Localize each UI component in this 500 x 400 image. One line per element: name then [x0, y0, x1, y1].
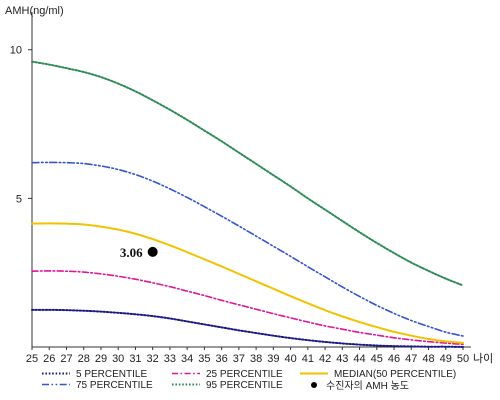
- x-tick-label: 48: [422, 353, 434, 365]
- legend: 5 PERCENTILE 25 PERCENTILE MEDIAN(50 PERCE…: [42, 369, 456, 392]
- series-line-5: [31, 222, 464, 344]
- legend-label-5: 95 PERCENTILE: [206, 380, 283, 391]
- x-tick-label: 43: [336, 353, 348, 365]
- x-tick-label: 40: [284, 353, 296, 365]
- series-line-2: [31, 270, 464, 346]
- x-tick-label: 38: [250, 353, 262, 365]
- x-axis-label: 나이: [473, 352, 493, 365]
- x-tick-label: 37: [233, 353, 245, 365]
- legend-point-marker: [311, 382, 317, 388]
- axes: AMH(ng/ml) 5 10 25 26 27 28 29 30 31 32 33 34 35 36 37 3…: [5, 5, 493, 365]
- x-tick-label: 33: [164, 353, 176, 365]
- legend-label-3: MEDIAN(50 PERCENTILE): [334, 369, 456, 380]
- x-tick-label: 44: [353, 353, 365, 365]
- x-tick-label: 30: [112, 353, 124, 365]
- patient-amh-point: [147, 246, 158, 257]
- legend-label-2: 25 PERCENTILE: [206, 369, 283, 380]
- y-tick-label: 5: [16, 193, 22, 205]
- series-layer: [31, 60, 464, 348]
- x-tick-label: 42: [319, 353, 331, 365]
- x-tick-label: 34: [181, 353, 193, 365]
- x-tick-label: 49: [440, 353, 452, 365]
- x-tick-label: 39: [267, 353, 279, 365]
- y-tick-label: 10: [10, 45, 22, 57]
- y-axis-label: AMH(ng/ml): [5, 5, 64, 17]
- series-line-3: [31, 161, 464, 337]
- x-tick-label: 46: [388, 353, 400, 365]
- x-tick-label: 45: [371, 353, 383, 365]
- patient-amh-value-label: 3.06: [120, 245, 143, 260]
- legend-point-label: 수진자의 AMH 농도: [326, 380, 409, 392]
- x-tick-label: 50: [457, 353, 469, 365]
- x-tick-label: 31: [129, 353, 141, 365]
- x-tick-label: 47: [405, 353, 417, 365]
- x-tick-label: 28: [78, 353, 90, 365]
- x-tick-label: 29: [95, 353, 107, 365]
- x-tick-label: 27: [60, 353, 72, 365]
- x-tick-label: 26: [43, 353, 55, 365]
- x-tick-label: 35: [198, 353, 210, 365]
- legend-label-1: 5 PERCENTILE: [76, 369, 147, 380]
- series-line-1: [31, 308, 464, 348]
- legend-label-4: 75 PERCENTILE: [76, 380, 153, 391]
- x-tick-label: 25: [26, 353, 38, 365]
- points-layer: 3.06: [120, 245, 158, 260]
- series-line-4: [31, 60, 464, 287]
- x-tick-label: 41: [302, 353, 314, 365]
- x-tick-label: 32: [147, 353, 159, 365]
- x-tick-label: 36: [216, 353, 228, 365]
